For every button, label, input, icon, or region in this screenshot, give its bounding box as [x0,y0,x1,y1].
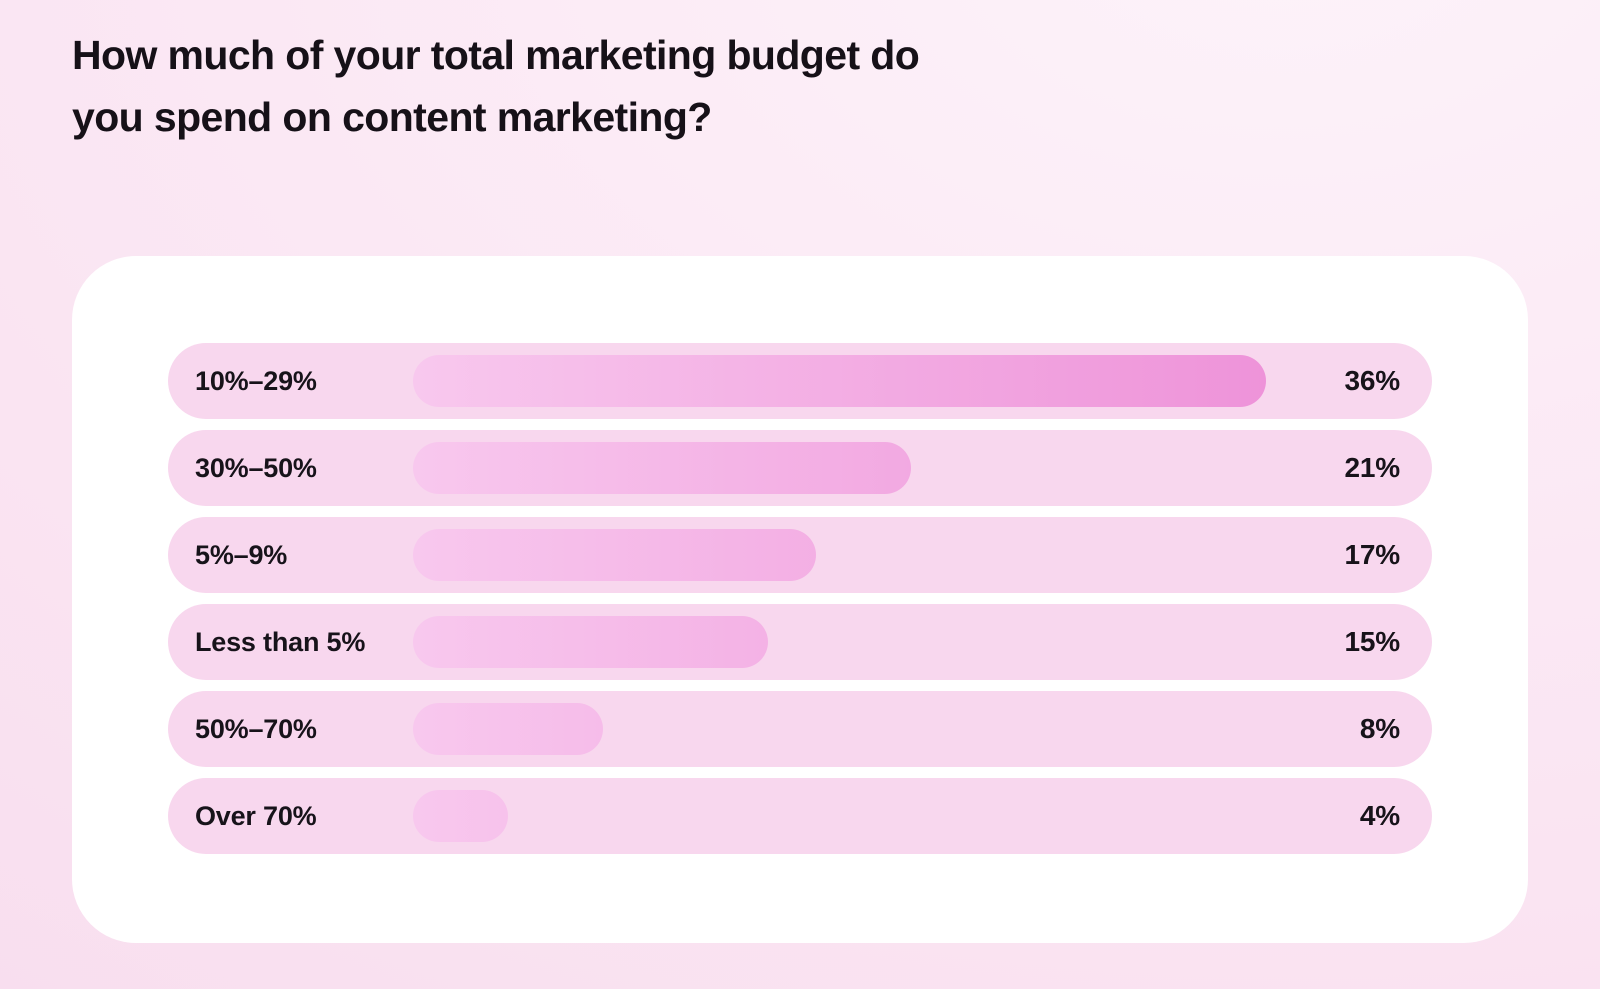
chart-row: 5%–9% 17% [168,517,1432,593]
bar [413,790,508,842]
chart-row: Over 70% 4% [168,778,1432,854]
chart-row: 50%–70% 8% [168,691,1432,767]
category-label: 5%–9% [195,539,288,570]
value-label: 8% [1359,713,1400,744]
bar [413,355,1266,407]
bar [413,703,603,755]
bar [413,529,816,581]
value-label: 36% [1344,365,1401,396]
bar [413,442,911,494]
value-label: 4% [1359,800,1400,831]
page-title-line-2: you spend on content marketing? [72,94,712,140]
category-label: Less than 5% [195,626,366,657]
value-label: 15% [1344,626,1401,657]
category-label: 10%–29% [195,365,317,396]
category-label: 50%–70% [195,713,317,744]
bar [413,616,768,668]
chart-rows: 10%–29% 36% 30%–50% 21% 5%–9% 17% Less than 5%… [168,343,1432,854]
chart-row: 30%–50% 21% [168,430,1432,506]
page-title-line-1: How much of your total marketing budget … [72,32,920,78]
value-label: 21% [1344,452,1401,483]
category-label: 30%–50% [195,452,317,483]
value-label: 17% [1344,539,1401,570]
chart-row: Less than 5% 15% [168,604,1432,680]
chart-card: 10%–29% 36% 30%–50% 21% 5%–9% 17% Less than 5%… [72,256,1528,943]
page-title: How much of your total marketing budget … [72,24,920,148]
category-label: Over 70% [195,800,317,831]
chart-row: 10%–29% 36% [168,343,1432,419]
